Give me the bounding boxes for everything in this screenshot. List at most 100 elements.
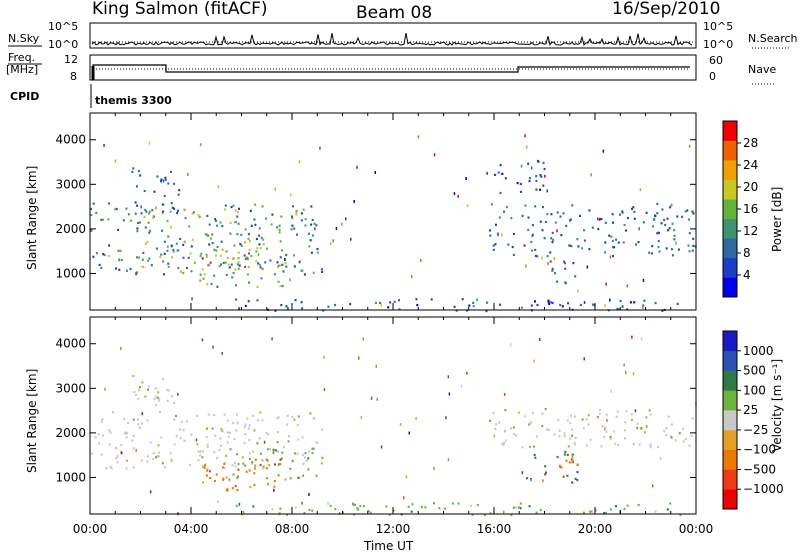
x-tick-label: 00:00 bbox=[679, 522, 714, 536]
noise-cell bbox=[274, 187, 276, 191]
range-cell bbox=[539, 220, 542, 223]
nsky-tick-high: 10^5 bbox=[48, 20, 78, 33]
range-cell bbox=[243, 254, 246, 257]
range-cell bbox=[533, 453, 536, 456]
noise-cell bbox=[675, 241, 677, 245]
noise-cell bbox=[162, 179, 165, 183]
range-cell bbox=[676, 302, 679, 305]
range-cell bbox=[633, 217, 636, 220]
range-cell bbox=[658, 231, 660, 234]
range-cell bbox=[138, 256, 141, 259]
range-cell bbox=[222, 478, 224, 481]
range-cell bbox=[197, 450, 200, 453]
noise-cell bbox=[399, 423, 402, 426]
range-cell bbox=[668, 227, 671, 230]
range-cell bbox=[167, 262, 170, 265]
range-cell bbox=[114, 208, 117, 211]
range-cell bbox=[574, 477, 577, 480]
range-cell bbox=[259, 411, 262, 414]
range-cell bbox=[254, 203, 257, 206]
range-cell bbox=[615, 505, 617, 508]
range-cell bbox=[651, 245, 654, 248]
range-cell bbox=[175, 414, 177, 418]
range-cell bbox=[237, 257, 240, 260]
range-cell bbox=[230, 263, 233, 266]
range-cell bbox=[504, 177, 507, 180]
noise-cell bbox=[380, 303, 382, 307]
range-cell bbox=[472, 305, 475, 308]
range-cell bbox=[630, 413, 633, 416]
range-cell bbox=[139, 426, 141, 429]
range-cell bbox=[170, 202, 173, 205]
noise-cell bbox=[493, 434, 496, 438]
noise-cell bbox=[314, 227, 316, 231]
range-cell bbox=[334, 508, 337, 511]
range-cell bbox=[311, 509, 314, 512]
range-cell bbox=[461, 298, 464, 301]
range-cell bbox=[285, 253, 288, 257]
colorbar-swatch bbox=[723, 121, 737, 141]
range-cell bbox=[262, 467, 265, 470]
range-cell bbox=[90, 229, 93, 232]
range-cell bbox=[485, 310, 488, 313]
range-cell bbox=[619, 299, 622, 303]
range-cell bbox=[232, 421, 235, 425]
range-cell bbox=[663, 219, 666, 222]
range-cell bbox=[564, 450, 567, 453]
range-cell bbox=[169, 210, 172, 213]
colorbar-tick-label: 28 bbox=[743, 136, 758, 150]
range-cell bbox=[554, 221, 557, 224]
range-cell bbox=[227, 435, 230, 438]
range-cell bbox=[600, 445, 603, 448]
range-cell bbox=[244, 433, 247, 436]
range-cell bbox=[430, 298, 433, 301]
range-cell bbox=[619, 213, 621, 216]
freq-trace bbox=[92, 64, 690, 78]
colorbar-tick-label: 24 bbox=[743, 158, 758, 172]
range-cell bbox=[278, 512, 281, 515]
range-cell bbox=[510, 217, 513, 220]
range-cell bbox=[297, 415, 300, 418]
range-cell bbox=[536, 435, 539, 438]
range-cell bbox=[534, 456, 537, 459]
range-cell bbox=[534, 248, 537, 251]
range-cell bbox=[681, 215, 684, 218]
range-cell bbox=[645, 211, 648, 214]
range-cell bbox=[169, 452, 172, 455]
range-cell bbox=[571, 481, 574, 484]
range-cell bbox=[154, 395, 157, 398]
noise-cell bbox=[526, 145, 528, 149]
range-cell bbox=[537, 160, 540, 163]
range-cell bbox=[642, 221, 645, 224]
range-cell bbox=[545, 471, 547, 474]
range-cell bbox=[251, 414, 254, 417]
x-tick-label: 20:00 bbox=[578, 522, 613, 536]
range-cell bbox=[277, 474, 280, 477]
range-cell bbox=[244, 304, 247, 308]
y-tick-label: 3000 bbox=[55, 381, 86, 395]
range-cell bbox=[562, 212, 565, 215]
range-cell bbox=[262, 465, 265, 468]
range-cell bbox=[532, 233, 534, 236]
noise-cell bbox=[465, 177, 467, 180]
range-cell bbox=[472, 301, 475, 304]
range-cell bbox=[453, 305, 456, 308]
range-cell bbox=[608, 234, 611, 237]
range-cell bbox=[530, 421, 532, 424]
range-cell bbox=[499, 191, 502, 195]
range-cell bbox=[688, 444, 691, 447]
range-cell bbox=[527, 216, 530, 219]
range-cell bbox=[115, 207, 118, 211]
range-cell bbox=[692, 212, 695, 215]
noise-cell bbox=[177, 392, 179, 396]
colorbar-tick-label: 100 bbox=[743, 383, 766, 397]
range-cell bbox=[544, 408, 547, 411]
range-cell bbox=[688, 250, 691, 253]
range-cell bbox=[274, 309, 277, 312]
range-cell bbox=[279, 240, 282, 243]
range-cell bbox=[203, 273, 206, 276]
noise-cell bbox=[345, 217, 347, 221]
freq-panel bbox=[89, 54, 697, 81]
range-cell bbox=[645, 416, 648, 419]
range-cell bbox=[544, 465, 547, 468]
